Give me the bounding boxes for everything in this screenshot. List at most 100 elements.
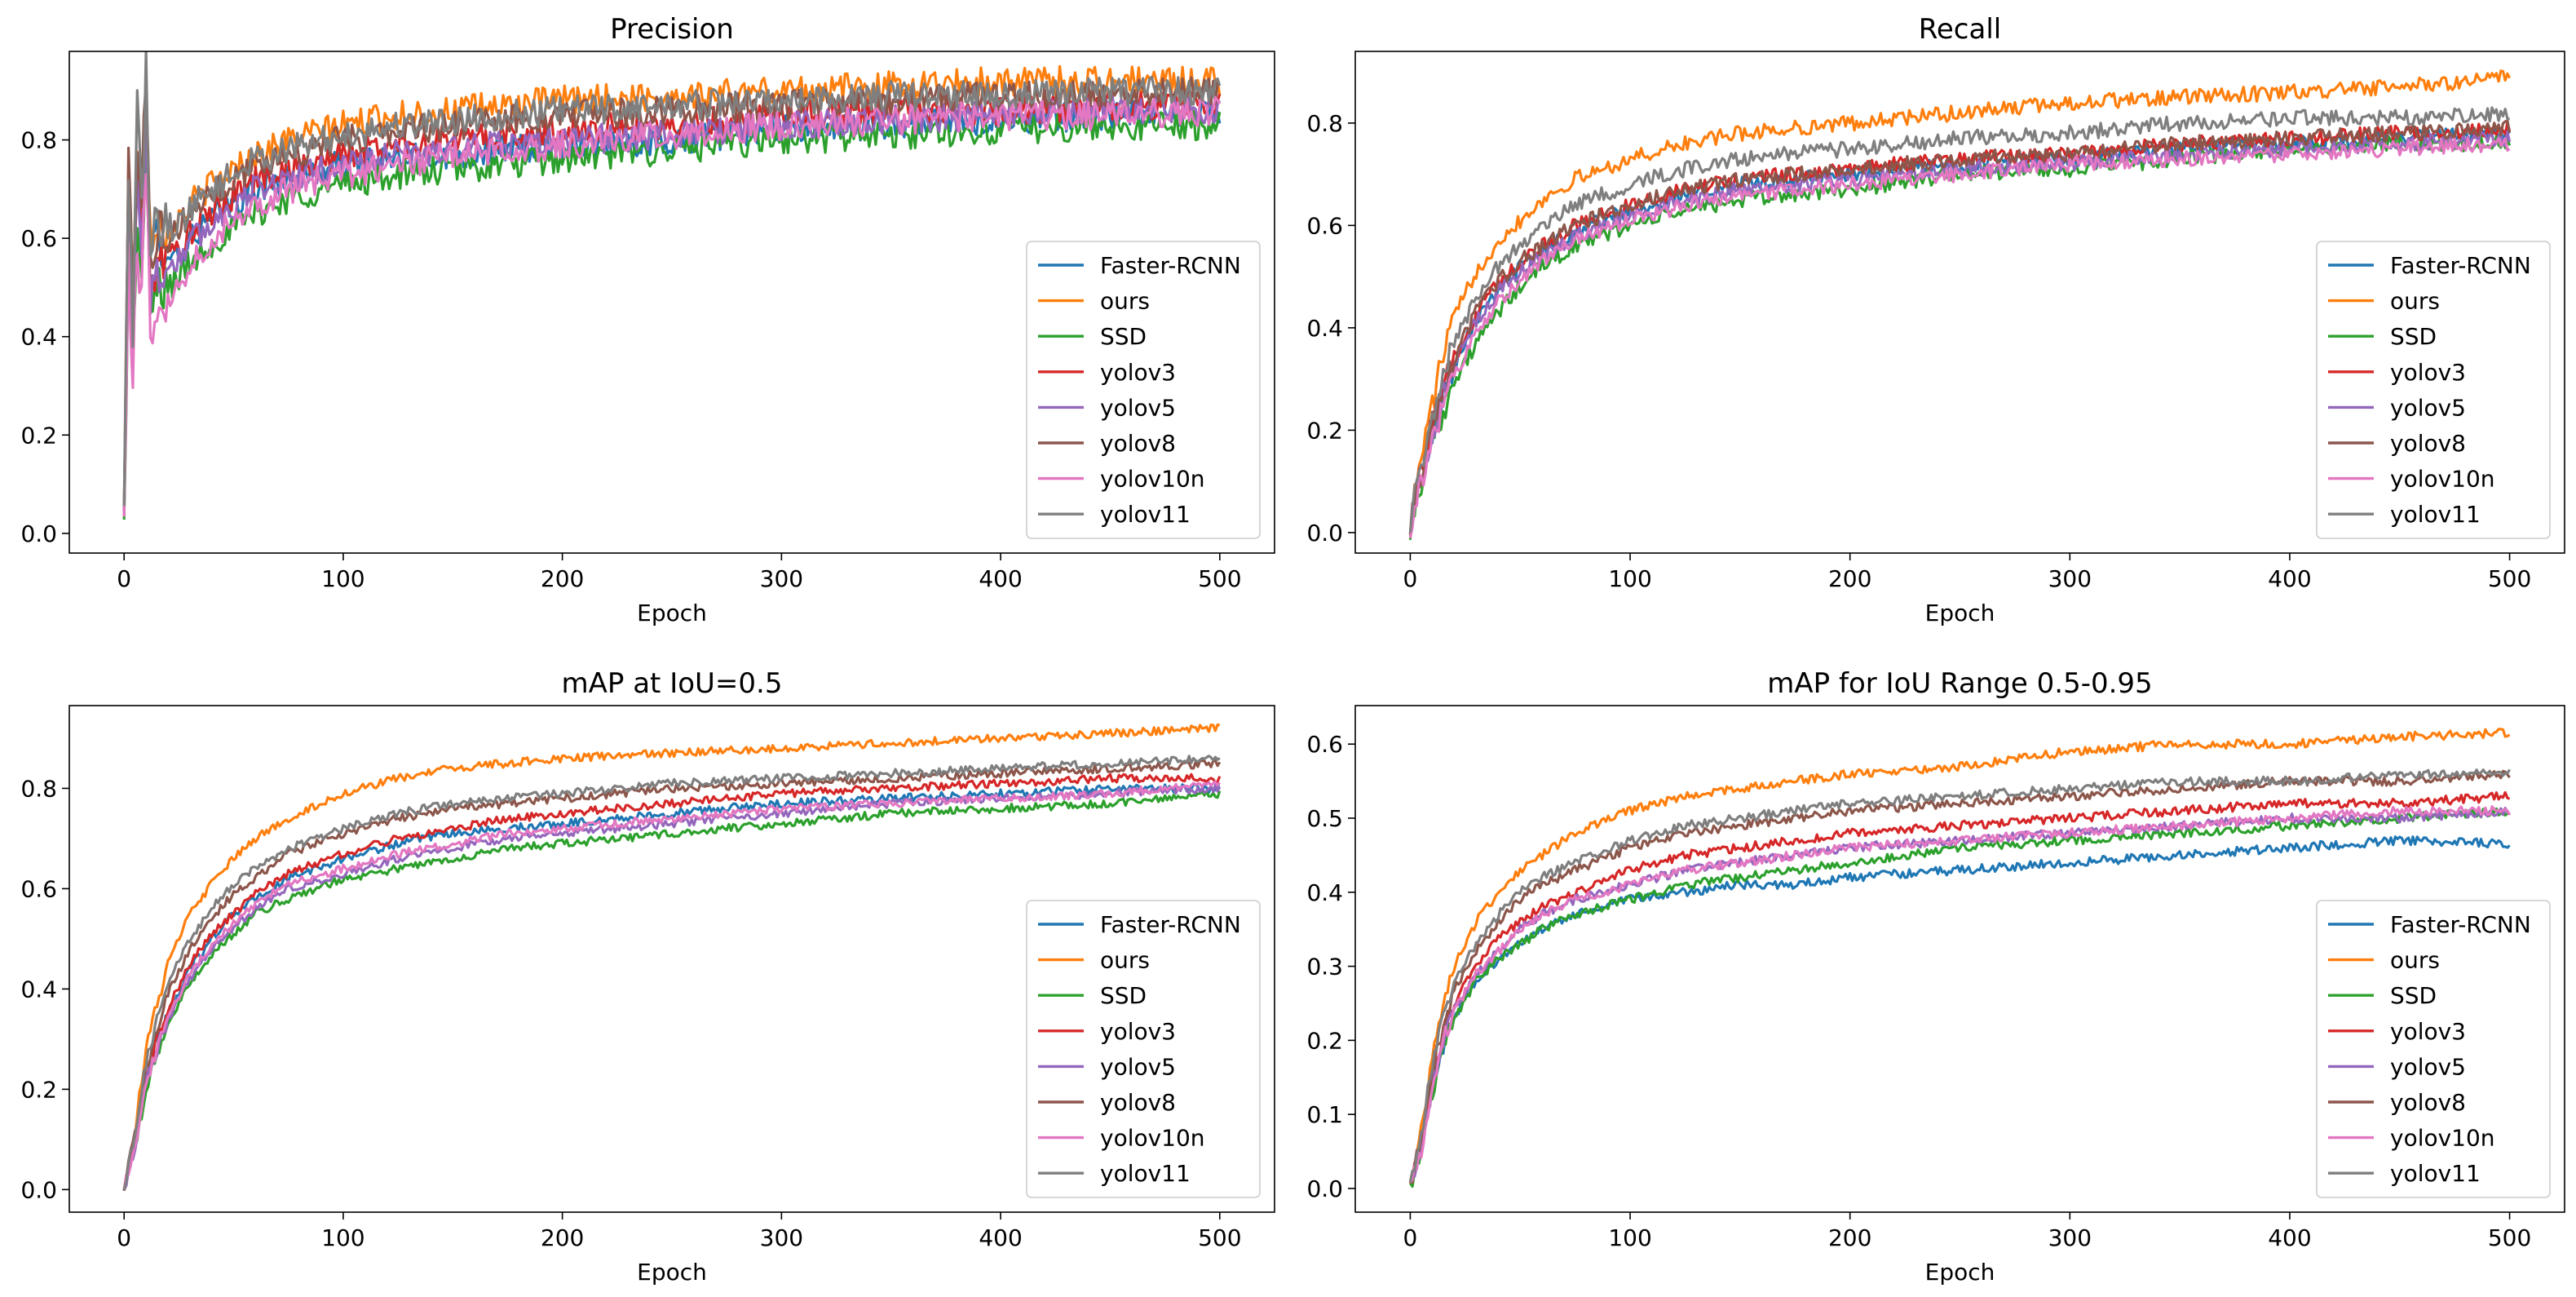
legend-label-yolov3: yolov3 (2390, 1018, 2466, 1045)
legend: Faster-RCNN ours SSD yolov3 yolov5 yolov8 yolo… (1026, 900, 1261, 1198)
legend-label-yolov5: yolov5 (2390, 394, 2466, 421)
x-tick-label: 100 (321, 565, 365, 592)
x-tick-label: 400 (2268, 565, 2311, 592)
series-line-yolov11 (1408, 768, 2511, 1183)
legend-label-ours: ours (1100, 288, 1150, 315)
legend-label-ssd: SSD (1100, 323, 1147, 350)
series-line-yolov11 (122, 51, 1222, 507)
y-tick-label: 0.2 (1306, 417, 1343, 444)
x-tick-label: 400 (979, 1224, 1022, 1251)
series-line-ssd (1409, 807, 2510, 1189)
y-tick-label: 0.3 (1306, 954, 1343, 980)
x-tick-label: 500 (1198, 1224, 1241, 1251)
y-tick-label: 0.4 (20, 976, 57, 1003)
legend-label-faster-rcnn: Faster-RCNN (1100, 252, 1241, 279)
legend-label-ssd: SSD (1100, 982, 1147, 1009)
chart-title: Recall (1919, 13, 2001, 46)
y-tick-label: 0.8 (20, 775, 57, 802)
y-tick-label: 0.2 (20, 1076, 57, 1103)
y-tick-label: 0.6 (20, 225, 57, 252)
legend-label-yolov10n: yolov10n (1100, 466, 1205, 493)
series-line-yolov10n (122, 780, 1222, 1190)
legend-box (2316, 241, 2551, 539)
axes-frame (1354, 51, 2565, 554)
x-axis-label: Epoch (1925, 600, 1995, 626)
legend-label-yolov3: yolov3 (2390, 359, 2466, 386)
series-line-faster-rcnn (122, 783, 1221, 1192)
series-line-yolov8 (122, 76, 1220, 508)
legend-label-yolov11: yolov11 (1100, 1160, 1191, 1187)
chart-title: mAP at IoU=0.5 (562, 667, 783, 700)
series-line-yolov5 (1408, 131, 2512, 534)
x-tick-label: 200 (541, 1224, 584, 1251)
x-tick-label: 200 (1828, 1224, 1871, 1251)
legend-label-yolov3: yolov3 (1100, 1018, 1176, 1045)
x-axis-label: Epoch (637, 600, 707, 626)
y-tick-label: 0.6 (20, 875, 57, 902)
x-tick-label: 100 (321, 1224, 365, 1251)
series-line-yolov10n (1408, 136, 2511, 539)
y-tick-label: 0.4 (20, 324, 57, 351)
x-tick-label: 100 (1608, 1224, 1651, 1251)
chart-panel-2: Recall 0 100 200 300 400 500 0.0 0.2 0.4 0.6 0.8 Epo… (1306, 13, 2565, 626)
y-tick-label: 0.0 (1306, 1175, 1343, 1202)
y-tick-label: 0.6 (1306, 731, 1343, 758)
series-line-ssd (122, 109, 1222, 520)
chart-title: Precision (610, 13, 734, 46)
legend-label-faster-rcnn: Faster-RCNN (1100, 911, 1241, 938)
series-line-faster-rcnn (1409, 835, 2511, 1184)
legend-label-ssd: SSD (2390, 323, 2437, 350)
x-tick-label: 500 (2488, 565, 2531, 592)
legend-label-yolov8: yolov8 (1100, 430, 1176, 457)
y-tick-label: 0.0 (20, 1176, 57, 1203)
legend-label-yolov8: yolov8 (1100, 1089, 1176, 1116)
y-tick-label: 0.2 (20, 422, 57, 449)
x-tick-label: 200 (541, 565, 584, 592)
series-line-yolov10n (122, 95, 1222, 517)
legend-label-ours: ours (2390, 947, 2440, 974)
x-tick-label: 300 (2048, 565, 2092, 592)
x-tick-label: 500 (2488, 1224, 2531, 1251)
legend-box (1026, 900, 1261, 1198)
y-tick-label: 0.8 (1306, 110, 1343, 137)
legend-label-yolov11: yolov11 (2390, 501, 2481, 528)
series-lines (122, 51, 1222, 520)
series-line-yolov11 (122, 755, 1221, 1190)
series-lines (122, 723, 1222, 1192)
x-axis-label: Epoch (637, 1259, 707, 1286)
y-tick-label: 0.8 (20, 127, 57, 154)
series-line-yolov8 (1410, 769, 2511, 1184)
series-line-yolov8 (1408, 119, 2512, 534)
y-tick-label: 0.4 (1306, 315, 1343, 342)
legend-label-ours: ours (2390, 288, 2440, 315)
legend-label-faster-rcnn: Faster-RCNN (2390, 911, 2531, 938)
legend-label-ssd: SSD (2390, 982, 2437, 1009)
x-tick-label: 200 (1828, 565, 1871, 592)
series-lines (1408, 69, 2512, 540)
x-axis-label: Epoch (1925, 1259, 1995, 1286)
series-line-yolov3 (1409, 790, 2511, 1184)
legend-box (1026, 241, 1261, 539)
series-line-ours (122, 64, 1222, 516)
series-line-yolov3 (122, 772, 1222, 1191)
y-tick-label: 0.5 (1306, 805, 1343, 832)
series-line-yolov11 (1408, 106, 2510, 533)
legend-box (2316, 900, 2551, 1198)
x-tick-label: 300 (2048, 1224, 2092, 1251)
x-tick-label: 300 (760, 1224, 803, 1251)
axes-frame (1354, 705, 2565, 1213)
x-tick-label: 300 (760, 565, 803, 592)
x-tick-label: 0 (1403, 1224, 1417, 1251)
chart-panel-3: mAP at IoU=0.5 0 100 200 300 400 500 0.0 0.2 0.4 0… (20, 667, 1275, 1286)
legend: Faster-RCNN ours SSD yolov3 yolov5 yolov8 yolo… (2316, 241, 2551, 539)
legend-label-yolov11: yolov11 (2390, 1160, 2481, 1187)
y-tick-label: 0.0 (20, 520, 57, 547)
chart-title: mAP for IoU Range 0.5-0.95 (1767, 667, 2152, 700)
series-line-ssd (122, 790, 1222, 1191)
y-tick-label: 0.4 (1306, 879, 1343, 906)
legend-label-faster-rcnn: Faster-RCNN (2390, 252, 2531, 279)
y-tick-label: 0.0 (1306, 520, 1343, 547)
chart-panel-1: Precision 0 100 200 300 400 500 0.0 0.2 0.4 0.6 0.8… (20, 13, 1275, 626)
x-tick-label: 400 (979, 565, 1022, 592)
